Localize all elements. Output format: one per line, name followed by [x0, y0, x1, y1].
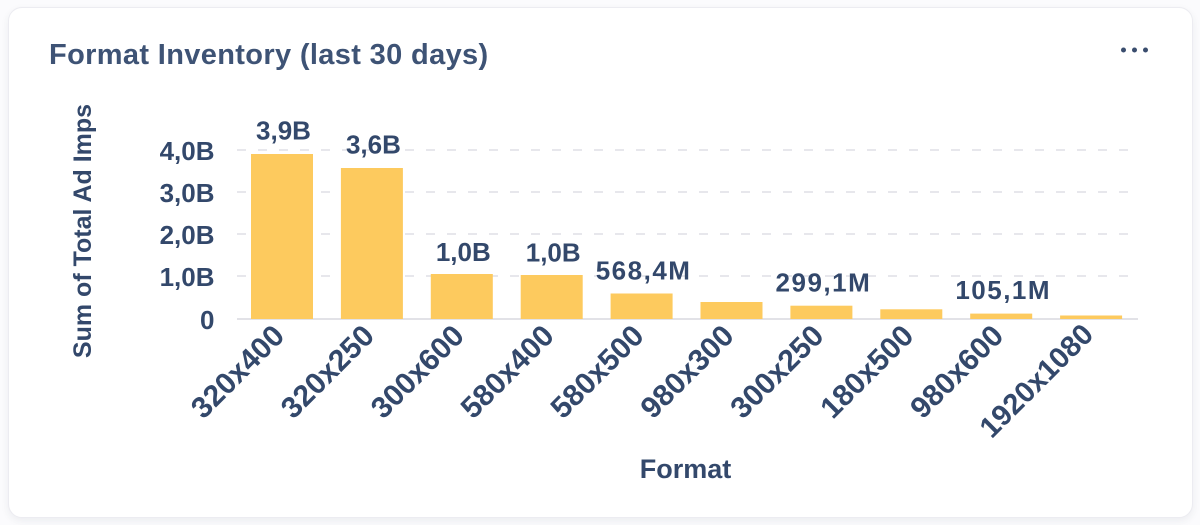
svg-text:1,0B: 1,0B	[436, 237, 491, 267]
svg-text:180x500: 180x500	[814, 319, 920, 425]
svg-text:300x250: 300x250	[724, 319, 830, 425]
svg-text:Format: Format	[640, 454, 732, 484]
svg-text:Format Inventory (last 30 days: Format Inventory (last 30 days)	[49, 39, 489, 71]
svg-text:568,4M: 568,4M	[596, 255, 692, 285]
svg-text:300x600: 300x600	[365, 319, 471, 425]
svg-text:320x250: 320x250	[275, 319, 381, 425]
svg-text:4,0B: 4,0B	[160, 136, 215, 166]
svg-text:0: 0	[200, 305, 214, 335]
svg-text:1,0B: 1,0B	[160, 262, 215, 292]
svg-text:299,1M: 299,1M	[776, 268, 872, 298]
svg-text:580x500: 580x500	[545, 319, 651, 425]
svg-text:2,0B: 2,0B	[160, 220, 215, 250]
svg-text:580x400: 580x400	[455, 319, 561, 425]
svg-text:3,9B: 3,9B	[256, 116, 311, 146]
svg-text:3,0B: 3,0B	[160, 178, 215, 208]
svg-text:3,6B: 3,6B	[346, 130, 401, 160]
svg-text:980x300: 980x300	[635, 319, 741, 425]
svg-text:105,1M: 105,1M	[955, 275, 1051, 305]
svg-text:320x400: 320x400	[185, 319, 291, 425]
svg-text:1,0B: 1,0B	[526, 238, 581, 268]
svg-text:Sum of Total Ad Imps: Sum of Total Ad Imps	[69, 104, 97, 358]
